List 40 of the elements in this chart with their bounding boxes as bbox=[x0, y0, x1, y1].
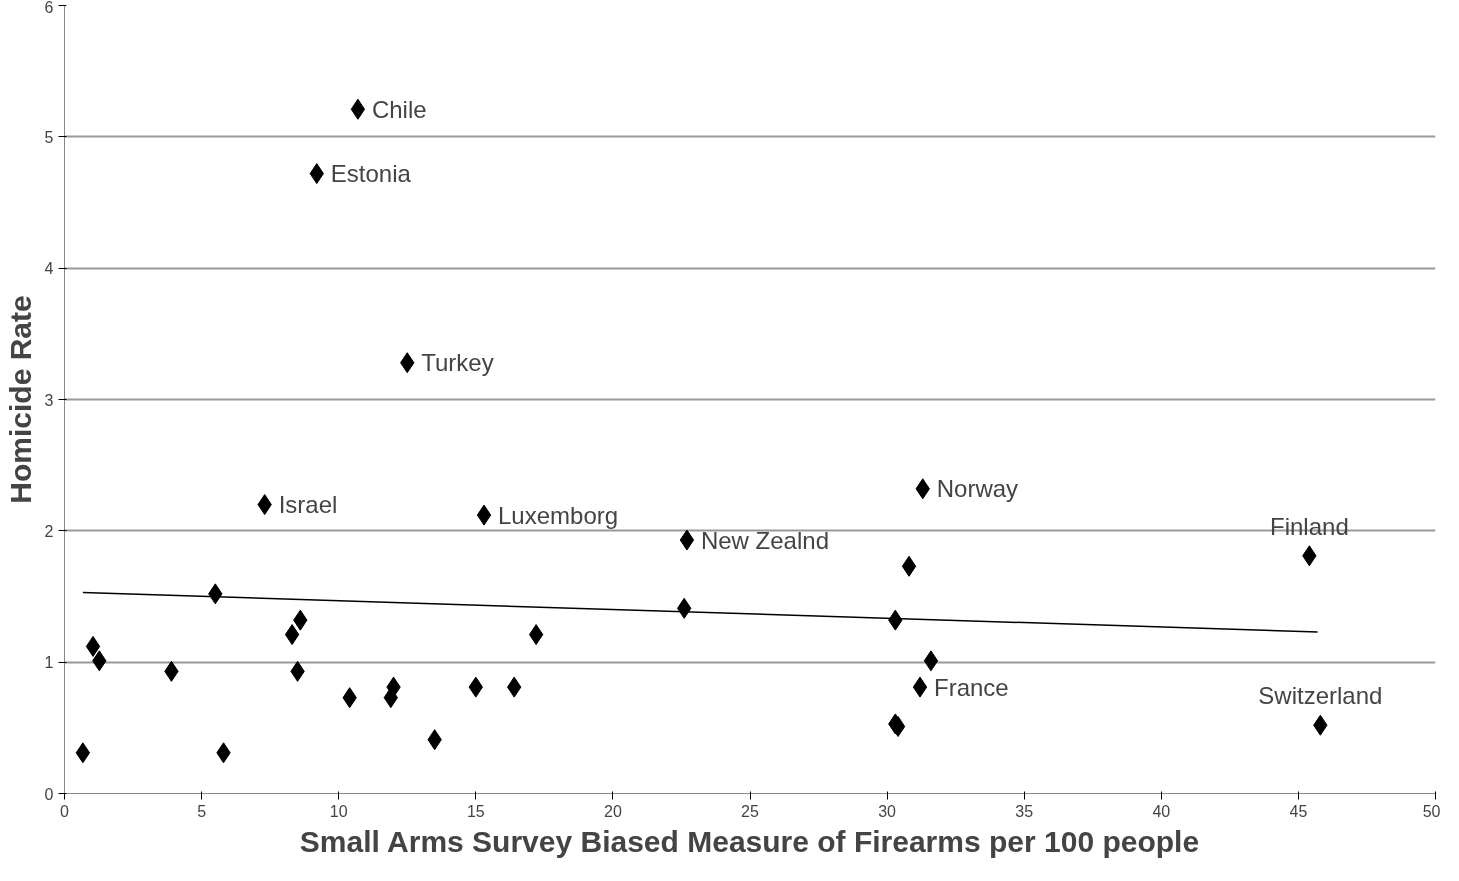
annotation: France bbox=[934, 673, 1009, 701]
y-tick-label: 3 bbox=[44, 391, 54, 409]
y-tick-label: 4 bbox=[44, 260, 54, 278]
point bbox=[912, 676, 928, 698]
y-tick-label: 0 bbox=[44, 785, 54, 803]
point bbox=[901, 555, 917, 577]
annotation: Finland bbox=[1270, 512, 1349, 540]
annotation: Estonia bbox=[330, 160, 412, 188]
x-tick-label: 15 bbox=[466, 802, 485, 820]
point bbox=[528, 624, 544, 646]
x-tick-label: 25 bbox=[741, 802, 759, 820]
point bbox=[85, 635, 101, 657]
annotation: Turkey bbox=[421, 349, 494, 377]
x-tick-label: 50 bbox=[1422, 802, 1441, 820]
point bbox=[350, 98, 366, 120]
annotation: Israel bbox=[278, 491, 338, 519]
y-tick-label: 5 bbox=[44, 128, 54, 146]
x-tick-label: 0 bbox=[60, 802, 70, 820]
x-axis-title: Small Arms Survey Biased Measure of Firearms per 100 people bbox=[299, 824, 1200, 858]
x-tick-label: 5 bbox=[197, 802, 207, 820]
annotation: Switzerland bbox=[1258, 682, 1383, 710]
x-tick-label: 35 bbox=[1015, 802, 1034, 820]
point bbox=[679, 529, 695, 551]
y-tick-label: 2 bbox=[44, 522, 54, 540]
annotation: Luxemborg bbox=[498, 501, 619, 529]
annotation: Norway bbox=[936, 475, 1019, 503]
annotation: Chile bbox=[371, 95, 427, 123]
point bbox=[284, 624, 300, 646]
x-tick-label: 20 bbox=[604, 802, 622, 820]
point bbox=[476, 504, 492, 526]
x-tick-label: 40 bbox=[1152, 802, 1171, 820]
y-tick-label: 1 bbox=[44, 654, 54, 672]
y-tick-label: 6 bbox=[44, 0, 54, 16]
point bbox=[923, 650, 939, 672]
annotation: New Zealnd bbox=[700, 526, 829, 554]
point bbox=[75, 742, 91, 764]
y-axis-title: Homicide Rate bbox=[3, 295, 37, 504]
x-tick-label: 10 bbox=[329, 802, 348, 820]
x-tick-label: 30 bbox=[878, 802, 897, 820]
x-tick-label: 45 bbox=[1289, 802, 1308, 820]
